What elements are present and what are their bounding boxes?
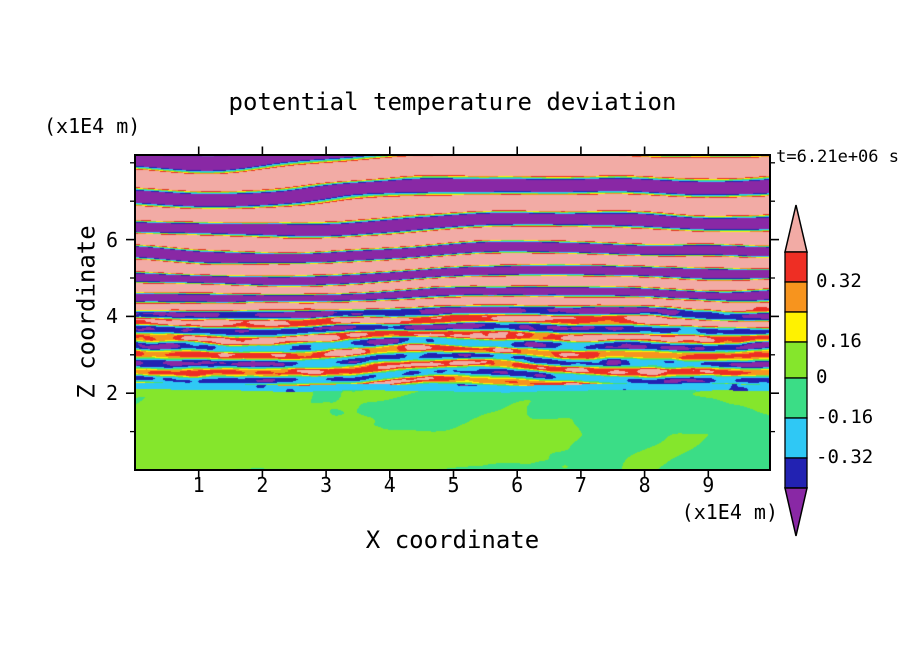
x-tick-label: 8 [638,473,651,497]
chart-title: potential temperature deviation [228,88,677,116]
x-tick-label: 3 [320,473,333,497]
x-tick-label: 9 [702,473,715,497]
time-annotation: t=6.21e+06 s [776,147,899,167]
colorbar-label: 0.32 [816,270,862,292]
heatmap-canvas [135,155,770,470]
z-axis-unit-label: (x1E4 m) [44,114,141,138]
z-tick-label: 6 [105,227,118,252]
colorbar-label: -0.16 [816,406,874,428]
colorbar-label: -0.32 [816,446,874,468]
x-tick-label: 1 [192,473,205,497]
z-tick-label: 4 [105,304,118,329]
x-tick-label: 5 [447,473,460,497]
x-tick-label: 4 [383,473,396,497]
x-tick-label: 2 [256,473,269,497]
x-tick-label: 7 [574,473,587,497]
z-tick-label: 2 [105,381,118,406]
colorbar [784,204,808,537]
x-axis-unit-label: (x1E4 m) [681,500,778,524]
colorbar-label: 0 [816,366,828,388]
x-axis-title: X coordinate [365,526,540,554]
x-tick-label: 6 [511,473,524,497]
colorbar-label: 0.16 [816,330,862,352]
